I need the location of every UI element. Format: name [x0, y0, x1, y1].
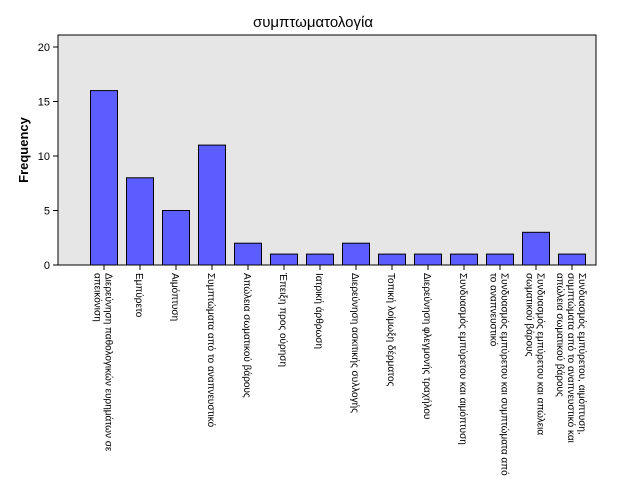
x-tick-label-line: απεικόνιση [92, 273, 104, 322]
bar [342, 242, 370, 266]
bar-series [90, 90, 586, 266]
x-tick-label: Συνδυασμός εμπύρετου, αιμόπτυση,συμπτώμα… [554, 273, 588, 443]
bar [234, 242, 262, 266]
x-tick-label-line: Διερεύνηση ασκιτικής συλλογής [349, 273, 361, 413]
bar [558, 253, 586, 266]
bar [450, 253, 478, 266]
x-tick-label: Τοπική λοίμωξη δέρματος [385, 273, 397, 387]
x-tick-label-line: Συνδυασμός εμπύρετου και αιμόπτυση [457, 273, 469, 445]
x-tick-label-line: το αναπνευστικό [488, 273, 500, 347]
bar [306, 253, 334, 266]
x-tick-label: Συνδυασμός εμπύρετου και απώλειασωματικο… [524, 273, 547, 435]
x-tick-label-line: Συμπτώματα από το αναπνευστικό [205, 273, 217, 428]
x-tick-label-line: Ιατρική άρθρωση [313, 273, 325, 349]
x-tick-label-line: απώλεια σωματικού βάρους [554, 273, 566, 397]
y-tick-label: 0 [44, 260, 50, 272]
x-tick-label-line: Εμπύρετο [133, 273, 145, 318]
bar [414, 253, 442, 266]
x-tick-label-line: Συνδυασμός εμπύρετου και απώλεια [535, 273, 547, 435]
x-tick-label: Διερεύνηση φλεγμονής τραχήλου [421, 273, 433, 419]
bar [126, 177, 154, 266]
x-tick-label: Ιατρική άρθρωση [313, 273, 325, 349]
y-tick-label: 10 [38, 151, 50, 163]
x-tick-label: Εμπύρετο [133, 273, 145, 318]
y-tick-label: 5 [44, 206, 50, 218]
bar [486, 253, 514, 266]
x-tick-label: Διερεύνηση παθολογικών ευρημάτων σεαπεικ… [92, 273, 115, 452]
x-tick-label-line: Διερεύνηση φλεγμονής τραχήλου [421, 273, 433, 419]
x-tick-label-line: σωματικού βάρους [524, 273, 536, 357]
x-tick-label: Απώλεια σωματικού βάρους [241, 273, 253, 398]
x-axis: Διερεύνηση παθολογικών ευρημάτων σεαπεικ… [92, 265, 588, 476]
x-tick-label-line: Τοπική λοίμωξη δέρματος [385, 273, 397, 387]
y-tick-label: 20 [38, 42, 50, 54]
x-tick-label-line: Αιμόπτυση [169, 273, 181, 321]
x-tick-label-line: συμπτώματα από το αναπνευστικό και [565, 273, 577, 443]
x-tick-label-line: Έπειξη προς ούρηση [277, 272, 289, 367]
y-axis: 0 5 10 15 20 [38, 42, 58, 272]
bar [378, 253, 406, 266]
bar [198, 144, 226, 266]
chart-title: συμπτωματολογία [253, 14, 373, 31]
x-tick-label-line: Απώλεια σωματικού βάρους [241, 273, 253, 398]
y-axis-label: Frequency [16, 116, 31, 183]
x-tick-label-line: Συνδυασμός εμπύρετου, αιμόπτυση, [576, 273, 588, 435]
x-tick-label-line: Διερεύνηση παθολογικών ευρημάτων σε [103, 273, 115, 452]
bar [90, 90, 118, 266]
x-tick-label-line: Συνδυασμός εμπύρετου και συμπτώματα από [499, 273, 511, 476]
bar [522, 231, 550, 266]
x-tick-label: Αιμόπτυση [169, 273, 181, 321]
bar [162, 210, 190, 266]
x-tick-label: Συνδυασμός εμπύρετου και αιμόπτυση [457, 273, 469, 445]
x-tick-label: Συμπτώματα από το αναπνευστικό [205, 273, 217, 428]
bar [270, 253, 298, 266]
x-tick-label: Διερεύνηση ασκιτικής συλλογής [349, 273, 361, 413]
x-tick-label: Έπειξη προς ούρηση [277, 272, 289, 367]
x-tick-label: Συνδυασμός εμπύρετου και συμπτώματα απότ… [488, 273, 511, 476]
y-tick-label: 15 [38, 97, 50, 109]
